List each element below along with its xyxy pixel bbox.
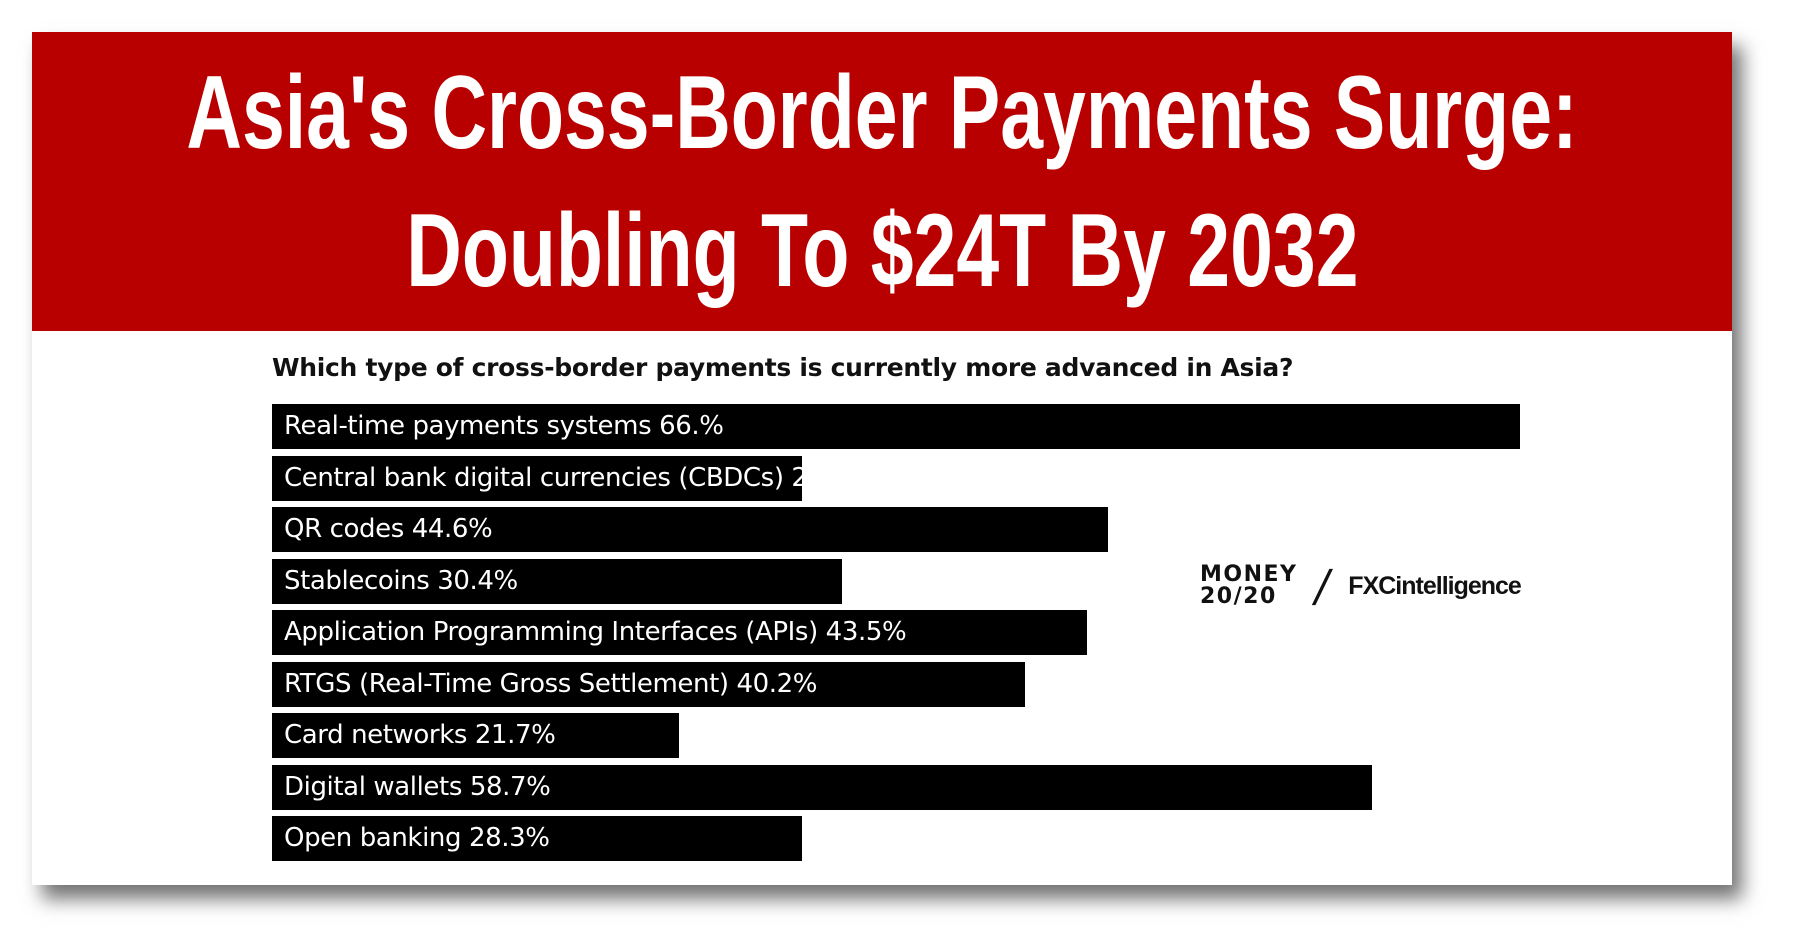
bar-label: QR codes 44.6% <box>284 514 493 544</box>
bar-label: Open banking 28.3% <box>284 823 550 853</box>
bar-8: Digital wallets 58.7% <box>272 764 1372 810</box>
partner-logos: MONEY 20/20 / FXCintelligence <box>1200 560 1534 612</box>
money2020-logo-line2: 20/20 <box>1200 584 1277 609</box>
bar-2: Central bank digital currencies (CBDCs) … <box>272 455 872 501</box>
money2020-logo: MONEY 20/20 <box>1200 564 1297 608</box>
bar-label: Digital wallets 58.7% <box>284 771 551 802</box>
headline-banner: Asia's Cross-Border Payments Surge: Doub… <box>32 32 1732 331</box>
bar-6: RTGS (Real-Time Gross Settlement) 40.2% <box>272 661 1025 707</box>
bar-5: Application Programming Interfaces (APIs… <box>272 610 1087 655</box>
bar-3: QR codes 44.6% <box>272 507 1108 552</box>
bar-label: RTGS (Real-Time Gross Settlement) 40.2% <box>284 668 818 699</box>
bar-9: Open banking 28.3% <box>272 816 802 861</box>
bar-label: Real-time payments systems 66.% <box>284 411 724 441</box>
bar-label: Card networks 21.7% <box>284 720 556 750</box>
bar-7: Card networks 21.7% <box>272 713 679 758</box>
chart-title: Which type of cross-border payments is c… <box>272 353 1294 382</box>
bar-label: Application Programming Interfaces (APIs… <box>284 617 907 647</box>
bar-label: Central bank digital currencies (CBDCs) … <box>284 462 873 493</box>
money2020-logo-line1: MONEY <box>1200 562 1298 587</box>
fxc-intelligence-logo: FXCintelligence <box>1348 571 1522 600</box>
bar-chart: Real-time payments systems 66.% Central b… <box>272 404 1520 864</box>
bar-label: Stablecoins 30.4% <box>284 565 518 596</box>
logo-separator: / <box>1310 560 1335 612</box>
bar-4: Stablecoins 30.4% <box>272 558 842 604</box>
headline-line-2: Doubling To $24T By 2032 <box>405 192 1359 309</box>
bar-1: Real-time payments systems 66.% <box>272 404 1520 449</box>
infographic-card: Asia's Cross-Border Payments Surge: Doub… <box>32 32 1732 885</box>
headline-line-1: Asia's Cross-Border Payments Surge: <box>186 54 1578 171</box>
